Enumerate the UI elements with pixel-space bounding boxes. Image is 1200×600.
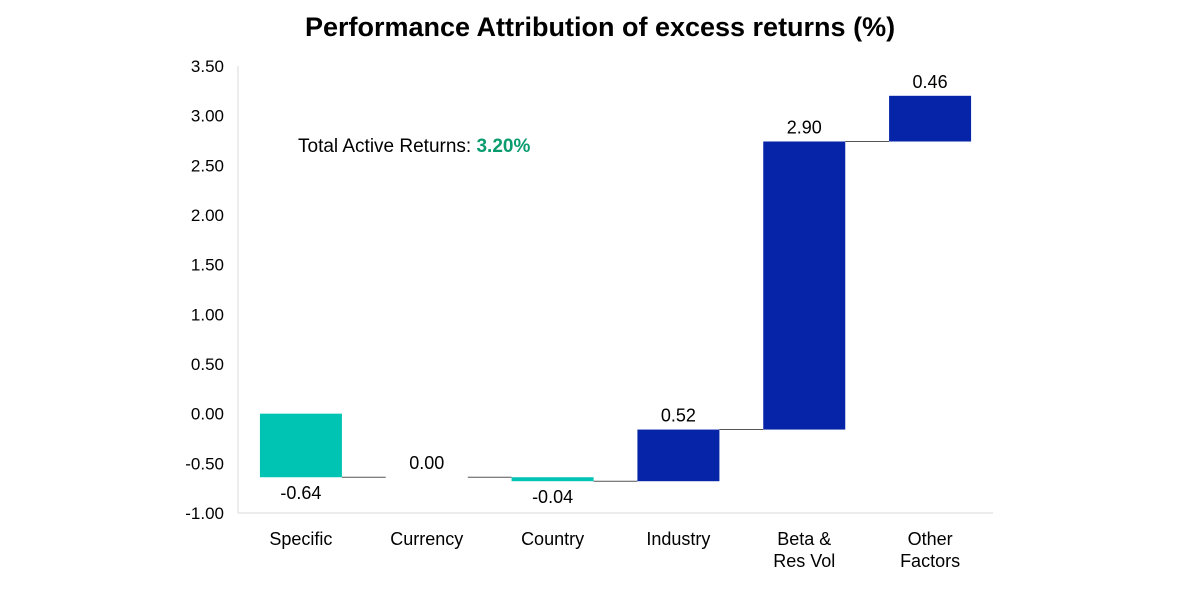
y-tick-label: 2.00: [191, 206, 224, 225]
x-category-label: Specific: [269, 529, 332, 549]
x-category-label: Currency: [390, 529, 463, 549]
waterfall-bar: [763, 141, 846, 430]
y-tick-label: 3.00: [191, 107, 224, 126]
y-tick-label: 2.50: [191, 156, 224, 175]
x-category-label: Country: [521, 529, 584, 549]
value-label: -0.04: [532, 487, 573, 507]
y-tick-label: 3.50: [191, 57, 224, 76]
x-category-label: Other: [908, 529, 953, 549]
x-category-label: Factors: [900, 551, 960, 571]
value-label: -0.64: [280, 483, 321, 503]
waterfall-bar: [889, 95, 972, 142]
x-category-label: Beta &: [777, 529, 831, 549]
y-tick-label: 1.00: [191, 305, 224, 324]
y-tick-label: 0.00: [191, 405, 224, 424]
y-tick-label: 1.50: [191, 256, 224, 275]
total-active-returns-annotation: Total Active Returns: 3.20%: [298, 136, 530, 158]
total-active-returns-label: Total Active Returns:: [298, 136, 477, 157]
bar-layer: [259, 95, 972, 482]
value-label: 2.90: [787, 117, 822, 137]
label-layer: Specific Currency Country Industry Beta &Res…: [269, 72, 960, 571]
value-label: 0.00: [409, 453, 444, 473]
chart-title: Performance Attribution of excess return…: [304, 12, 896, 42]
waterfall-bar: [259, 413, 342, 478]
x-category-label: Res Vol: [773, 551, 835, 571]
x-category-label: Industry: [646, 529, 710, 549]
waterfall-bar: [511, 477, 594, 482]
value-label: 0.46: [913, 72, 948, 92]
axis-layer: -1.00 -0.50 0.00 0.50 1.00 1.50 2.00 2.50 3.00 3.…: [185, 57, 993, 523]
y-tick-label: -0.50: [185, 454, 224, 473]
total-active-returns-value: 3.20%: [476, 136, 531, 157]
value-label: 0.52: [661, 406, 696, 426]
connector-layer: [341, 140, 890, 482]
y-tick-label: -1.00: [185, 504, 224, 523]
waterfall-bar: [637, 429, 720, 482]
y-tick-label: 0.50: [191, 355, 224, 374]
